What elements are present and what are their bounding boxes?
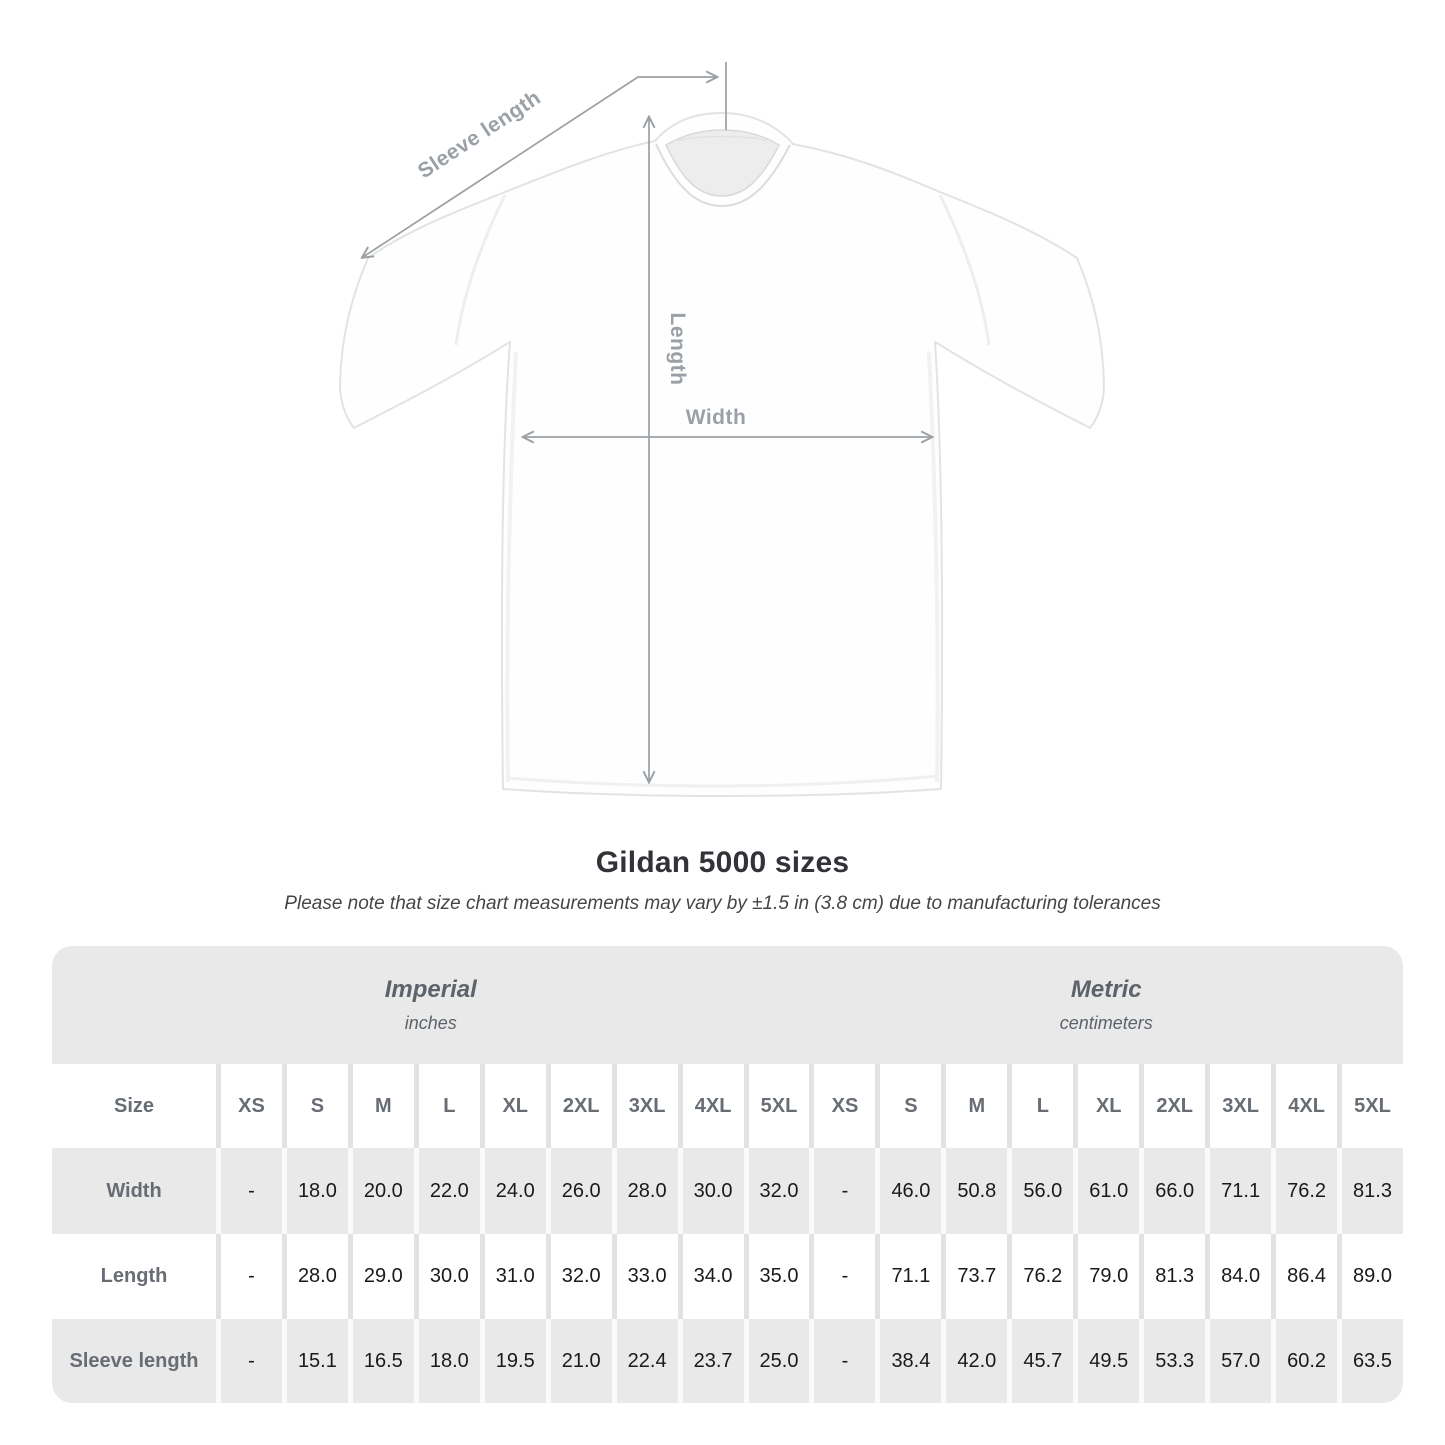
- size-header-cell: 4XL: [677, 1064, 744, 1148]
- value-cell: 50.8: [941, 1148, 1008, 1234]
- value-cell: 30.0: [677, 1148, 744, 1234]
- sleeve-length-label: Sleeve length: [414, 86, 545, 183]
- value-cell: 60.2: [1271, 1319, 1338, 1403]
- size-header-cell: 3XL: [611, 1064, 678, 1148]
- value-cell: 63.5: [1337, 1319, 1403, 1403]
- value-cell: 76.2: [1271, 1148, 1338, 1234]
- value-cell: -: [216, 1234, 282, 1319]
- size-header-cell: 2XL: [1139, 1064, 1205, 1148]
- size-column-header: Size: [113, 1094, 155, 1117]
- size-header-cell: M: [347, 1064, 414, 1148]
- value-cell: 56.0: [1007, 1148, 1074, 1234]
- value-cell: 31.0: [479, 1234, 546, 1319]
- value-cell: 38.4: [875, 1319, 942, 1403]
- row-label: Width: [52, 1148, 216, 1234]
- value-cell: 89.0: [1337, 1234, 1403, 1319]
- value-cell: 34.0: [677, 1234, 744, 1319]
- value-cell: -: [809, 1319, 876, 1403]
- value-cell: 22.0: [413, 1148, 480, 1234]
- size-header-cell: S: [281, 1064, 348, 1148]
- size-header-cell: 5XL: [1337, 1064, 1403, 1148]
- imperial-header: Imperial inches: [52, 946, 810, 1064]
- size-header-cell: XS: [809, 1064, 875, 1148]
- size-header-cell: XL: [479, 1064, 546, 1148]
- value-cell: -: [216, 1319, 282, 1403]
- value-cell: 84.0: [1205, 1234, 1271, 1319]
- size-header-cell: M: [941, 1064, 1007, 1148]
- metric-header: Metric centimeters: [809, 946, 1403, 1064]
- size-header-cell: L: [1007, 1064, 1073, 1148]
- size-header-cell: XS: [216, 1064, 282, 1148]
- size-header-cell: XL: [1073, 1064, 1139, 1148]
- value-cell: 28.0: [611, 1148, 678, 1234]
- value-cell: 71.1: [875, 1234, 941, 1319]
- value-cell: 57.0: [1205, 1319, 1272, 1403]
- value-cell: 22.4: [611, 1319, 678, 1403]
- row-label: Length: [100, 1265, 168, 1287]
- value-cell: 24.0: [479, 1148, 546, 1234]
- value-cell: 20.0: [347, 1148, 414, 1234]
- value-cell: 32.0: [545, 1234, 612, 1319]
- value-cell: 81.3: [1337, 1148, 1403, 1234]
- metric-header-unit: centimeters: [1059, 1013, 1153, 1033]
- imperial-header-unit: inches: [404, 1013, 457, 1033]
- value-cell: 66.0: [1139, 1148, 1206, 1234]
- value-cell: 18.0: [281, 1148, 348, 1234]
- size-header-cell: S: [875, 1064, 941, 1148]
- value-cell: 33.0: [611, 1234, 678, 1319]
- size-header-cell: 2XL: [545, 1064, 612, 1148]
- imperial-header-name: Imperial: [384, 976, 477, 1003]
- value-cell: -: [809, 1234, 875, 1319]
- size-table: Imperial inches Metric centimeters Size …: [52, 946, 1403, 1403]
- value-cell: 19.5: [479, 1319, 546, 1403]
- value-cell: 15.1: [281, 1319, 348, 1403]
- value-cell: 28.0: [281, 1234, 348, 1319]
- size-header-cell: 5XL: [743, 1064, 810, 1148]
- value-cell: 45.7: [1007, 1319, 1074, 1403]
- metric-header-name: Metric: [1070, 976, 1142, 1003]
- sleeve-length-arrow: [363, 77, 716, 257]
- value-cell: 16.5: [347, 1319, 414, 1403]
- value-cell: 53.3: [1139, 1319, 1206, 1403]
- value-cell: -: [809, 1148, 876, 1234]
- value-cell: 25.0: [743, 1319, 810, 1403]
- row-label: Sleeve length: [52, 1319, 216, 1403]
- value-cell: 79.0: [1073, 1234, 1139, 1319]
- size-header-cell: L: [413, 1064, 480, 1148]
- value-cell: 23.7: [677, 1319, 744, 1403]
- value-cell: 49.5: [1073, 1319, 1140, 1403]
- value-cell: 30.0: [413, 1234, 480, 1319]
- tshirt-measurement-diagram: Sleeve length Length Width: [339, 62, 1105, 797]
- value-cell: 42.0: [941, 1319, 1008, 1403]
- value-cell: 71.1: [1205, 1148, 1272, 1234]
- value-cell: 18.0: [413, 1319, 480, 1403]
- value-cell: 61.0: [1073, 1148, 1140, 1234]
- page-title: Gildan 5000 sizes: [595, 846, 850, 879]
- size-header-cell: 3XL: [1205, 1064, 1271, 1148]
- width-label: Width: [686, 406, 747, 429]
- value-cell: 32.0: [743, 1148, 810, 1234]
- value-cell: -: [216, 1148, 282, 1234]
- size-header-cell: 4XL: [1271, 1064, 1337, 1148]
- value-cell: 26.0: [545, 1148, 612, 1234]
- value-cell: 76.2: [1007, 1234, 1073, 1319]
- value-cell: 81.3: [1139, 1234, 1205, 1319]
- value-cell: 35.0: [743, 1234, 810, 1319]
- tolerance-note: Please note that size chart measurements…: [284, 893, 1161, 914]
- value-cell: 86.4: [1271, 1234, 1337, 1319]
- value-cell: 29.0: [347, 1234, 414, 1319]
- value-cell: 46.0: [875, 1148, 942, 1234]
- length-label: Length: [666, 313, 689, 386]
- value-cell: 21.0: [545, 1319, 612, 1403]
- tshirt-graphic: [339, 112, 1105, 797]
- value-cell: 73.7: [941, 1234, 1007, 1319]
